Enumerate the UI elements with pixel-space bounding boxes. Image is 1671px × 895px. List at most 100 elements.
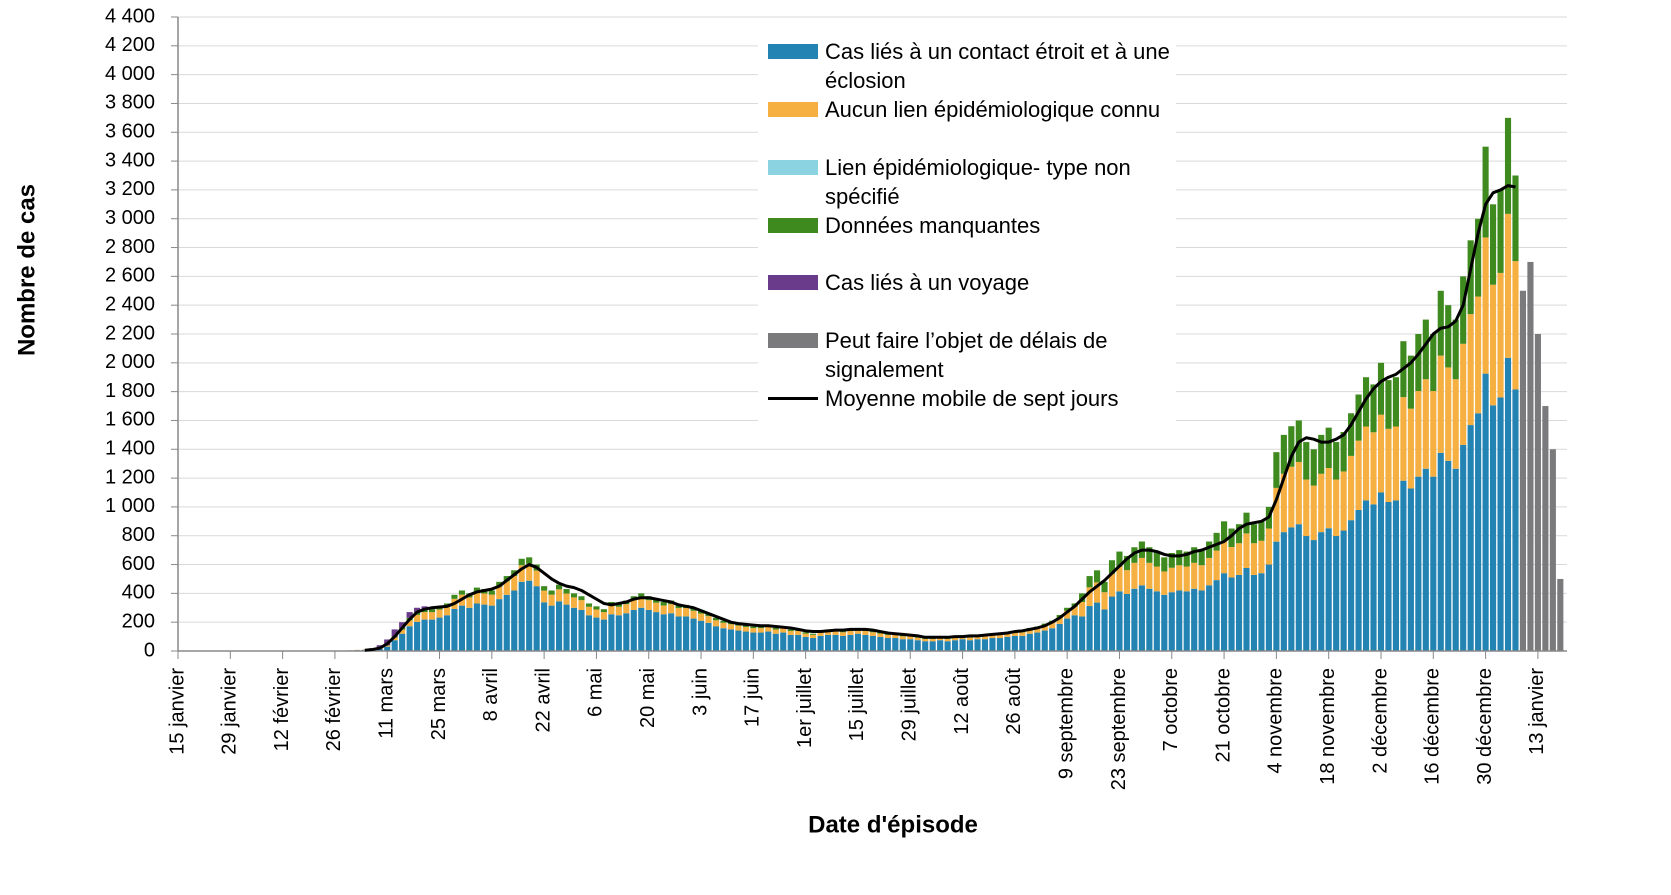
- bar-segment: [981, 639, 989, 651]
- x-tick-label: 26 février: [323, 668, 345, 752]
- bar-segment: [1041, 625, 1048, 631]
- bar-segment: [742, 631, 749, 651]
- x-tick-label: 6 mai: [585, 668, 607, 717]
- y-tick-label: 2 400: [105, 293, 155, 315]
- bar-segment: [384, 645, 391, 647]
- bar-segment: [1131, 547, 1138, 563]
- bar-segment: [1213, 532, 1220, 551]
- bar-segment: [1288, 466, 1295, 528]
- x-tick-label: 12 février: [271, 668, 293, 752]
- bar-segment: [1370, 432, 1377, 505]
- y-axis-title: Nombre de cas: [13, 184, 40, 356]
- bar-segment: [1101, 609, 1108, 651]
- bar-segment: [1303, 479, 1310, 537]
- bar-segment: [1333, 479, 1340, 537]
- bar-segment: [1280, 473, 1287, 533]
- bar-segment: [832, 630, 839, 635]
- bar-segment: [1400, 480, 1407, 651]
- x-tick-label: 17 juin: [742, 668, 764, 727]
- x-tick-label: 11 mars: [375, 668, 397, 739]
- bar-segment: [1497, 272, 1504, 398]
- legend-swatch: [768, 332, 818, 348]
- bar-segment: [892, 634, 899, 639]
- bar-segment: [817, 635, 824, 651]
- bar-segment: [1422, 468, 1429, 651]
- bar-segment: [1101, 592, 1108, 610]
- bar-segment: [1123, 555, 1131, 571]
- bar-segment: [996, 634, 1003, 639]
- x-tick-label: 18 novembre: [1317, 668, 1339, 785]
- bar-segment: [406, 620, 413, 627]
- bar-segment: [966, 637, 974, 641]
- bar-segment: [585, 615, 593, 651]
- bar-segment: [384, 646, 391, 651]
- bar-segment: [1430, 476, 1437, 651]
- y-tick-label: 800: [122, 524, 155, 546]
- bar-segment: [421, 612, 428, 620]
- bar-segment: [1475, 413, 1482, 651]
- bar-segment: [578, 600, 585, 610]
- bar-segment: [720, 620, 727, 623]
- bar-segment: [1460, 343, 1467, 445]
- bar-segment: [697, 613, 705, 621]
- bar-segment: [720, 628, 727, 651]
- bar-segment: [1280, 434, 1287, 474]
- bar-segment: [1318, 473, 1325, 533]
- bar-segment: [1228, 577, 1235, 651]
- bar-segment: [1019, 632, 1026, 636]
- bar-segment: [414, 607, 421, 613]
- bar-segment: [1437, 452, 1444, 651]
- bar-segment: [1497, 189, 1504, 273]
- bar-segment: [1519, 290, 1527, 651]
- bar-segment: [817, 632, 824, 636]
- bar-segment: [630, 600, 637, 610]
- bar-segment: [1362, 500, 1370, 651]
- bar-segment: [1445, 367, 1452, 461]
- bar-segment: [1288, 527, 1295, 651]
- y-tick-label: 400: [122, 582, 155, 604]
- legend-swatch: [768, 275, 818, 290]
- bar-segment: [1377, 492, 1385, 651]
- bar-segment: [668, 604, 675, 614]
- bar-segment: [1004, 633, 1011, 637]
- bar-segment: [473, 592, 480, 604]
- y-tick-label: 2 600: [105, 265, 155, 287]
- bar-segment: [503, 581, 510, 595]
- legend-swatch: [768, 217, 818, 233]
- bar-segment: [1362, 426, 1370, 501]
- bar-segment: [1362, 377, 1370, 427]
- bar-segment: [1422, 379, 1429, 469]
- bar-segment: [952, 637, 959, 641]
- bar-segment: [1430, 334, 1437, 392]
- bar-segment: [810, 634, 817, 639]
- bar-segment: [1437, 355, 1444, 453]
- bar-segment: [944, 641, 951, 651]
- bar-segment: [1034, 632, 1041, 651]
- bar-segment: [1340, 471, 1347, 531]
- bar-segment: [391, 629, 398, 637]
- bar-segment: [1467, 314, 1474, 426]
- bar-segment: [630, 609, 637, 651]
- bar-segment: [1265, 564, 1272, 651]
- bar-segment: [556, 601, 563, 651]
- bar-segment: [1228, 546, 1235, 578]
- bar-segment: [1250, 574, 1258, 651]
- bar-segment: [1206, 541, 1213, 558]
- bar-segment: [1512, 261, 1519, 390]
- bar-segment: [391, 640, 398, 651]
- bar-segment: [1497, 397, 1504, 651]
- bar-segment: [428, 619, 436, 651]
- bar-segment: [1355, 440, 1362, 510]
- legend-swatch: [768, 44, 818, 59]
- bar-segment: [862, 634, 869, 651]
- bar-segment: [1273, 452, 1280, 488]
- bar-segment: [1415, 391, 1422, 477]
- bar-segment: [1482, 237, 1489, 374]
- bar-segment: [653, 602, 660, 613]
- bar-segment: [1161, 594, 1168, 651]
- x-tick-label: 22 avril: [532, 668, 554, 732]
- bar-segment: [1452, 379, 1459, 469]
- y-tick-label: 200: [122, 610, 155, 632]
- bar-segment: [526, 580, 533, 651]
- bar-segment: [1011, 635, 1018, 651]
